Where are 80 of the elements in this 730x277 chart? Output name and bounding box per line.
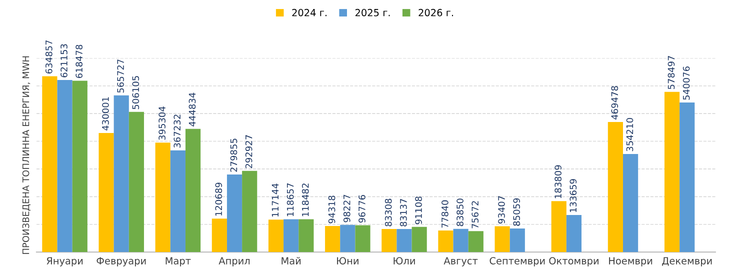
data-label: 618478: [76, 44, 82, 78]
x-tick-label: Юни: [337, 257, 358, 264]
legend-label: 2025 г.: [355, 8, 390, 16]
x-tick-label: Февруари: [96, 257, 146, 266]
data-label: 395304: [158, 106, 166, 140]
bar: [128, 112, 144, 252]
bar: [551, 201, 566, 252]
bar: [98, 132, 114, 252]
x-tick-label: Септември: [490, 257, 545, 266]
data-label: 75672: [472, 201, 479, 228]
data-label: 77840: [442, 200, 448, 228]
x-tick-label: Май: [282, 256, 301, 264]
data-label: 133659: [570, 179, 577, 212]
bar: [494, 226, 510, 252]
data-label: 367232: [174, 114, 181, 148]
data-label: 118657: [286, 183, 294, 216]
legend-label: 2026 г.: [418, 8, 453, 16]
data-label: 354210: [626, 118, 634, 152]
data-label: 83137: [400, 199, 407, 226]
x-tick-label: Април: [218, 257, 250, 266]
bar: [340, 224, 356, 252]
data-label: 444834: [188, 92, 196, 126]
bar: [57, 80, 72, 252]
data-label: 430001: [102, 97, 109, 130]
data-label: 621153: [60, 44, 68, 78]
data-label: 98227: [343, 194, 350, 222]
data-label: 506105: [132, 76, 140, 110]
data-label: 292927: [245, 135, 252, 168]
data-label: 540076: [682, 66, 690, 100]
data-label: 469478: [611, 86, 618, 120]
bar: [42, 76, 58, 252]
bar: [298, 219, 314, 252]
y-axis-title: ПРОИЗВЕДЕНА ТОПЛИННА ЕНЕРГИЯ, MWH: [22, 56, 30, 254]
data-label: 83850: [456, 198, 464, 226]
data-label: 91108: [415, 196, 422, 224]
bar: [566, 215, 582, 252]
data-label: 634857: [45, 40, 52, 74]
bar: [72, 80, 88, 252]
data-label: 578497: [668, 56, 675, 90]
x-tick-label: Юли: [394, 257, 415, 264]
bar: [412, 226, 427, 252]
data-label: 94318: [328, 196, 336, 224]
bar: [212, 218, 227, 252]
x-tick-label: Ноември: [609, 257, 652, 266]
bar: [242, 170, 258, 252]
bar: [438, 230, 454, 252]
data-label: 118482: [302, 184, 309, 216]
x-tick-label: Януари: [46, 257, 83, 266]
bar: [510, 228, 525, 252]
bar: [185, 128, 201, 252]
bar: [680, 102, 695, 252]
data-label: 279855: [230, 138, 238, 172]
data-label: 93407: [498, 196, 505, 224]
bar: [453, 228, 468, 252]
data-label: 565727: [117, 60, 124, 93]
x-tick-label: Август: [444, 257, 478, 266]
bar: [622, 154, 638, 252]
data-label: 85059: [513, 198, 520, 226]
x-tick-label: Октомври: [549, 257, 598, 266]
data-label: 83308: [384, 198, 392, 226]
bar: [382, 228, 397, 252]
bar: [664, 92, 680, 252]
bar: [468, 231, 484, 252]
x-tick-label: Март: [166, 257, 191, 266]
bar: [155, 142, 170, 252]
bar: [268, 220, 284, 252]
bar: [608, 122, 623, 252]
data-label: 96776: [358, 195, 366, 223]
data-label: 117144: [272, 184, 278, 217]
bar: [284, 219, 299, 252]
bar: [325, 226, 340, 252]
data-label: 183809: [554, 165, 562, 198]
data-label: 120689: [215, 182, 222, 216]
bar: [355, 225, 370, 252]
bar: [170, 150, 186, 252]
bar: [114, 95, 129, 252]
bar: [396, 229, 412, 252]
bar: [226, 174, 242, 252]
legend-label: 2024 г.: [292, 8, 326, 16]
x-tick-label: Декември: [662, 257, 712, 266]
